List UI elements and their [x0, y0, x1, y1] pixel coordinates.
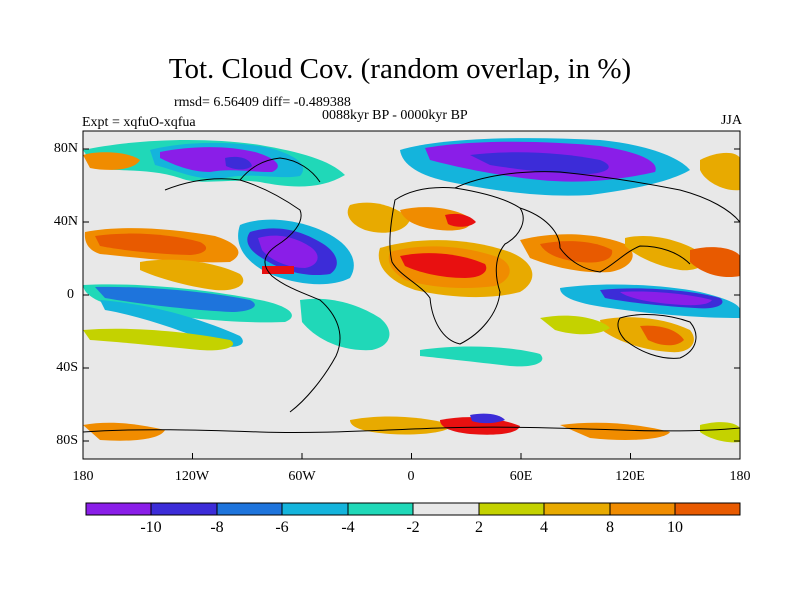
lat-label-40s: 40S	[56, 360, 78, 375]
colorbar-swatch-8	[543, 502, 611, 516]
colorbar-swatch-2	[150, 502, 218, 516]
lat-label-80s: 80S	[56, 433, 78, 448]
colorbar-label: -10	[140, 519, 162, 536]
colorbar-swatch-3	[216, 502, 283, 516]
colorbar-label: 2	[475, 519, 483, 536]
colorbar-swatch-7	[478, 502, 545, 516]
colorbar-swatch-4	[281, 502, 349, 516]
colorbar-label: 10	[667, 519, 683, 536]
anomaly-field	[83, 131, 740, 459]
colorbar-swatch-5	[347, 502, 414, 516]
colorbar-label: -2	[406, 519, 420, 536]
lon-label-120w: 120W	[174, 469, 210, 484]
lat-label-0: 0	[67, 287, 74, 302]
lat-label-40n: 40N	[53, 214, 78, 229]
colorbar-swatch-10	[674, 502, 741, 516]
colorbar-label: -4	[341, 519, 355, 536]
colorbar	[85, 502, 741, 516]
experiment-label: Expt = xqfuO-xqfua	[82, 115, 196, 130]
lon-label-60w: 60W	[288, 469, 316, 484]
lon-label-180w: 180	[72, 469, 94, 484]
colorbar-label: 4	[540, 519, 548, 536]
lon-label-180e: 180	[729, 469, 751, 484]
colorbar-swatch-6	[412, 502, 480, 516]
colorbar-swatch-1	[85, 502, 152, 516]
colorbar-label: -8	[210, 519, 224, 536]
axis-ticks	[82, 148, 741, 459]
colorbar-label: -6	[275, 519, 289, 536]
lon-label-0: 0	[407, 469, 415, 484]
coastlines	[83, 157, 740, 434]
rmsd-diff-stats: rmsd= 6.56409 diff= -0.489388	[174, 95, 351, 110]
time-period-label: 0088kyr BP - 0000kyr BP	[322, 108, 468, 123]
map-title: Tot. Cloud Cov. (random overlap, in %)	[168, 53, 632, 85]
lat-label-80n: 80N	[53, 141, 78, 156]
season-label: JJA	[720, 113, 742, 128]
colorbar-label: 8	[606, 519, 614, 536]
lon-label-120e: 120E	[615, 469, 645, 484]
colorbar-swatch-9	[609, 502, 676, 516]
lon-label-60e: 60E	[509, 469, 533, 484]
